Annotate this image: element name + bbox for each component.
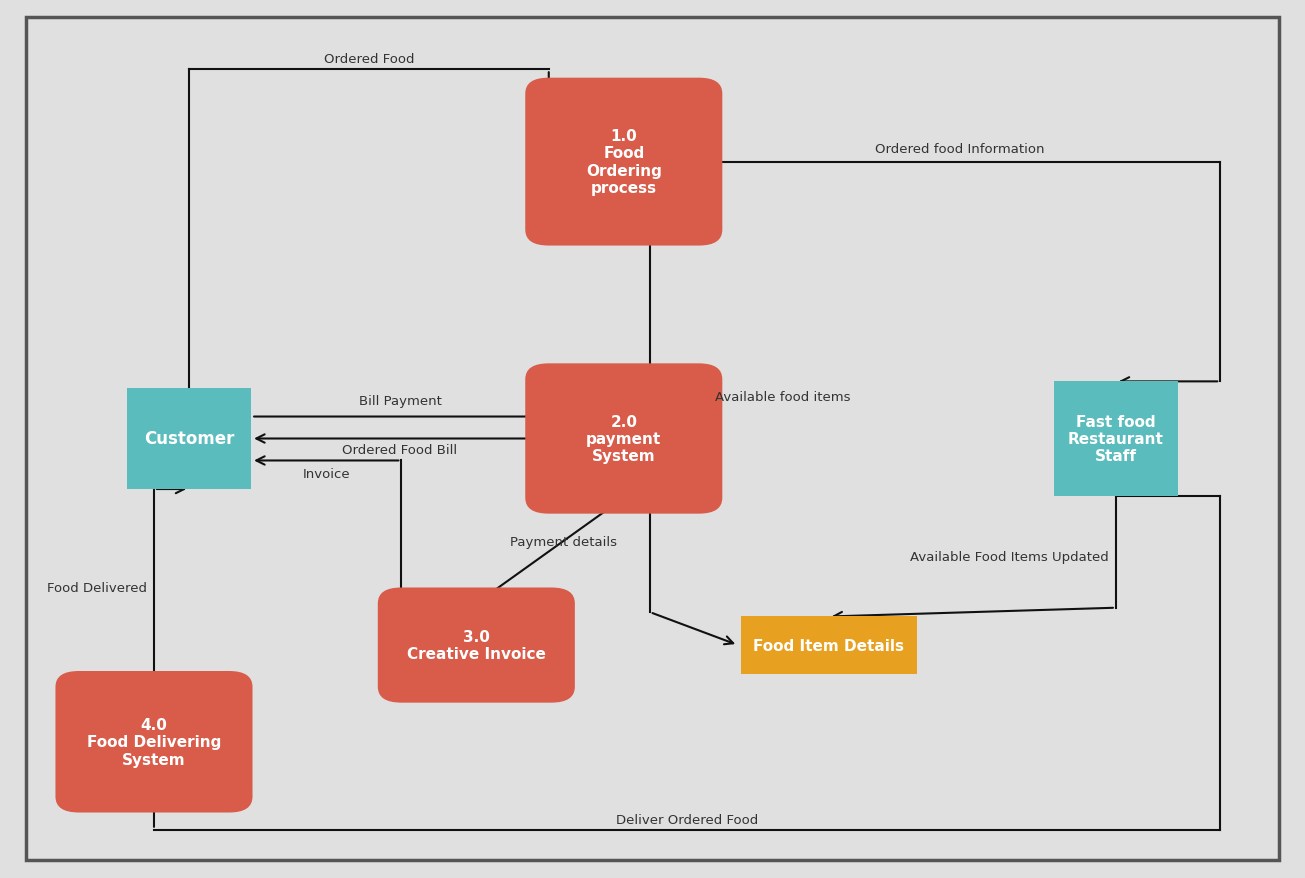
Text: Deliver Ordered Food: Deliver Ordered Food	[616, 813, 758, 825]
FancyBboxPatch shape	[525, 363, 723, 514]
Text: Food Delivered: Food Delivered	[47, 582, 147, 594]
Text: Payment details: Payment details	[510, 536, 616, 549]
Text: Ordered Food: Ordered Food	[324, 54, 414, 66]
Text: 3.0
Creative Invoice: 3.0 Creative Invoice	[407, 630, 545, 661]
Text: Food Item Details: Food Item Details	[753, 637, 904, 653]
Text: Ordered food Information: Ordered food Information	[874, 143, 1044, 155]
Text: Customer: Customer	[144, 430, 235, 448]
FancyBboxPatch shape	[55, 671, 253, 813]
Text: Ordered Food Bill: Ordered Food Bill	[342, 443, 458, 456]
Text: Invoice: Invoice	[303, 468, 350, 480]
Text: Bill Payment: Bill Payment	[359, 395, 441, 407]
FancyBboxPatch shape	[378, 588, 574, 702]
Text: Fast food
Restaurant
Staff: Fast food Restaurant Staff	[1067, 414, 1164, 464]
FancyBboxPatch shape	[525, 79, 723, 247]
Text: 2.0
payment
System: 2.0 payment System	[586, 414, 662, 464]
FancyBboxPatch shape	[1054, 382, 1178, 496]
Text: Available food items: Available food items	[715, 391, 851, 404]
FancyBboxPatch shape	[741, 616, 916, 674]
Text: Available Food Items Updated: Available Food Items Updated	[911, 550, 1109, 563]
Text: 4.0
Food Delivering
System: 4.0 Food Delivering System	[87, 717, 221, 766]
Text: 1.0
Food
Ordering
process: 1.0 Food Ordering process	[586, 129, 662, 196]
FancyBboxPatch shape	[127, 388, 251, 489]
